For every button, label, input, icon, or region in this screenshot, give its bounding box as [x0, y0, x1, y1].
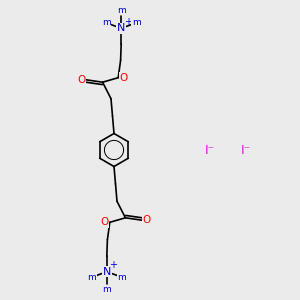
- Text: m: m: [102, 18, 111, 27]
- Text: O: O: [100, 217, 109, 227]
- Text: +: +: [124, 16, 132, 27]
- Text: m: m: [132, 18, 141, 27]
- Text: m: m: [102, 285, 111, 294]
- Text: m: m: [117, 273, 126, 282]
- Text: O: O: [119, 73, 128, 83]
- Text: N: N: [103, 267, 111, 277]
- Text: N: N: [117, 23, 125, 33]
- Text: I⁻: I⁻: [241, 143, 251, 157]
- Text: m: m: [117, 6, 126, 15]
- Text: +: +: [110, 260, 117, 270]
- Text: I⁻: I⁻: [205, 143, 215, 157]
- Text: O: O: [143, 215, 151, 225]
- Text: m: m: [87, 273, 96, 282]
- Text: O: O: [77, 75, 85, 85]
